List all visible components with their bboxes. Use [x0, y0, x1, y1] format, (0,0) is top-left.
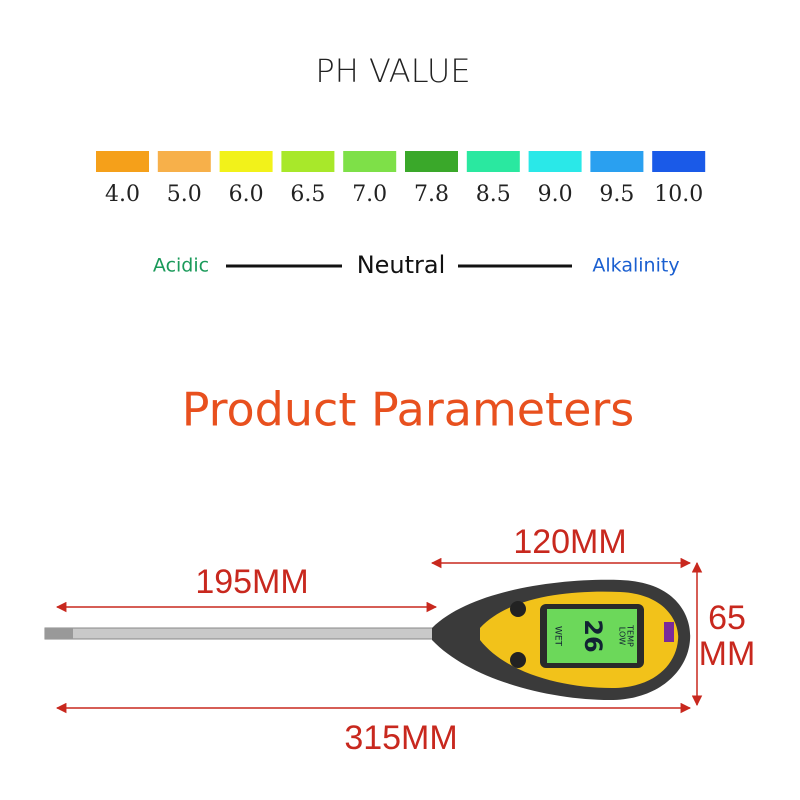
ph-label: 7.8 [414, 182, 449, 207]
ph-swatch [466, 151, 520, 172]
button [510, 601, 526, 617]
ph-swatch [405, 151, 458, 172]
status: LOW [618, 627, 627, 645]
ph-scale: 4.0 5.0 6.0 6.5 7.0 7.8 8.5 9.0 9.5 10.0 [96, 151, 706, 207]
alkalinity-label: Alkalinity [592, 255, 679, 277]
acidic-label: Acidic [153, 255, 209, 277]
ph-swatch [590, 151, 644, 172]
ph-label: 6.0 [229, 182, 264, 207]
ph-swatch [219, 151, 273, 172]
reading: 26 [579, 619, 607, 652]
ph-label: 6.5 [290, 182, 325, 207]
ph-label: 9.0 [538, 182, 573, 207]
ph-label: 9.5 [599, 182, 634, 207]
ph-swatch [343, 151, 397, 172]
ph-swatch [157, 151, 211, 172]
ph-swatch [96, 151, 149, 172]
screen [547, 609, 637, 663]
dimension-label: 120MM [513, 523, 626, 561]
button [510, 652, 526, 668]
ph-label: 7.0 [352, 182, 387, 207]
mode: WET [553, 626, 563, 647]
ph-label: 5.0 [167, 182, 202, 207]
title: PH VALUE [315, 52, 470, 90]
dimension-label: 315MM [344, 719, 457, 757]
dimension-label: 65 [708, 599, 746, 637]
dimension-label: MM [699, 635, 756, 673]
sensor [664, 622, 674, 642]
ph-swatch [528, 151, 582, 172]
ph-swatch [652, 151, 706, 172]
ph-swatch [281, 151, 335, 172]
ph-label: 10.0 [654, 182, 703, 207]
dimension-label: 195MM [195, 563, 308, 601]
probe [44, 627, 446, 640]
status: TEMP [626, 624, 635, 647]
parameters-title: Product Parameters [182, 383, 635, 437]
neutral-label: Neutral [357, 251, 446, 279]
ph-label: 4.0 [105, 182, 140, 207]
probe-tip [45, 628, 73, 639]
ph-label: 8.5 [476, 182, 511, 207]
